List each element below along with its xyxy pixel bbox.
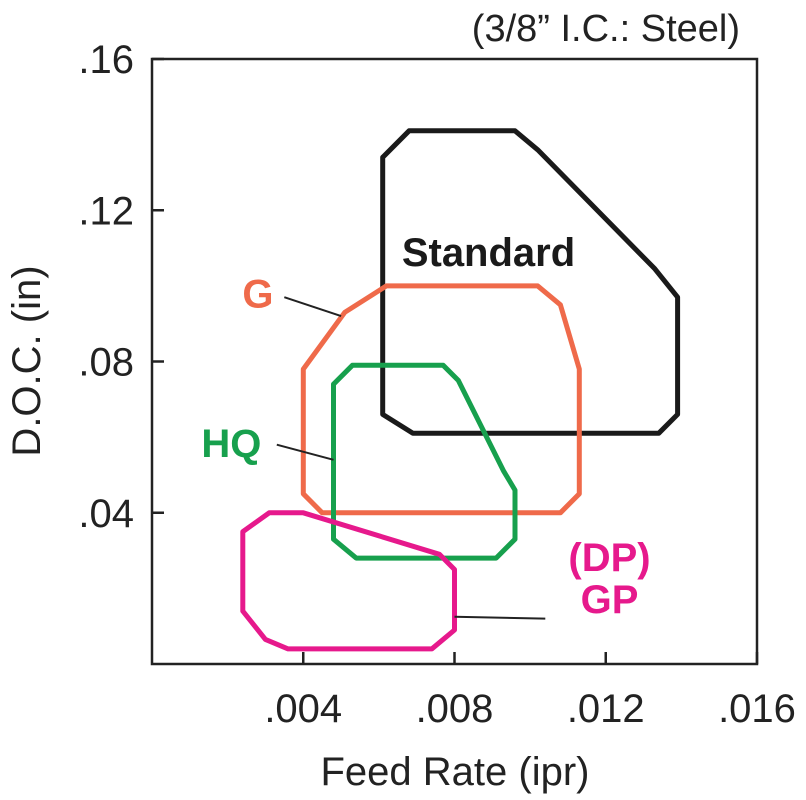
y-axis-ticks: .04 .08 .12 .16	[78, 38, 164, 536]
region-label-standard: Standard	[402, 231, 575, 275]
region-label-gp: GP	[581, 578, 639, 622]
y-tick-label: .16	[78, 38, 134, 82]
leader-line-g	[283, 296, 342, 318]
x-tick-label: .008	[416, 687, 494, 731]
region-label-gp: (DP)	[568, 536, 650, 580]
region-label-g: G	[242, 272, 273, 316]
leaders-layer	[276, 296, 546, 620]
region-g	[300, 283, 582, 516]
leader-line-gp	[454, 615, 546, 620]
region-labels: Standard G HQ (DP)GP	[201, 231, 650, 622]
y-tick-label: .04	[78, 492, 134, 536]
y-axis-title: D.O.C. (in)	[5, 265, 49, 456]
x-tick-label: .012	[567, 687, 645, 731]
leader-line-hq	[276, 443, 334, 461]
region-hq	[331, 362, 518, 561]
chart-note: (3/8” I.C.: Steel)	[472, 8, 740, 50]
y-tick-label: .08	[78, 341, 134, 385]
x-axis-title: Feed Rate (ipr)	[321, 750, 590, 794]
region-gp	[240, 510, 457, 652]
region-standard	[380, 128, 681, 436]
x-axis-ticks: .004 .008 .012 .016	[264, 652, 796, 731]
regions-layer	[240, 128, 681, 652]
region-label-hq: HQ	[201, 422, 261, 466]
x-tick-label: .016	[718, 687, 796, 731]
y-tick-label: .12	[78, 189, 134, 233]
x-tick-label: .004	[264, 687, 342, 731]
